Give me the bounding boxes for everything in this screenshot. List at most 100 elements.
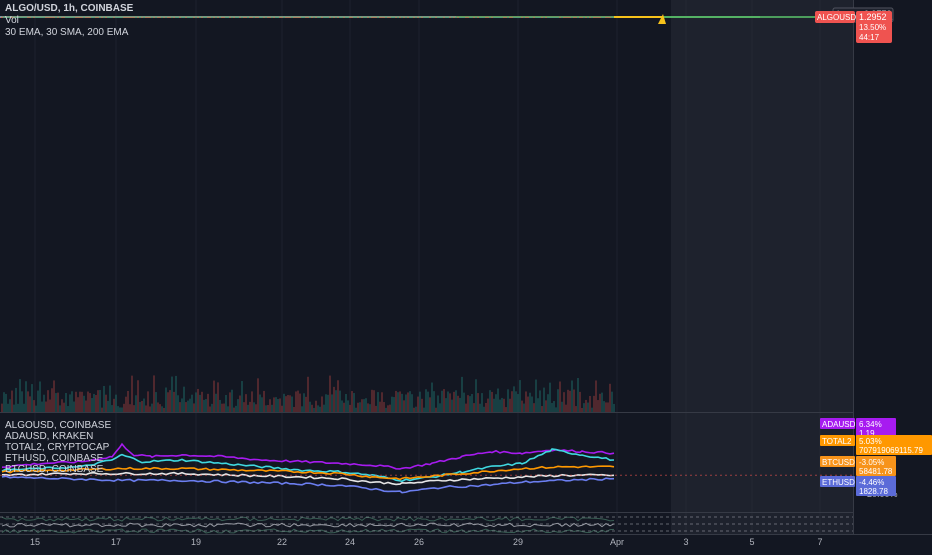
volume-bar	[369, 404, 371, 412]
volume-bar	[373, 390, 375, 412]
volume-bar	[417, 397, 419, 412]
volume-bar	[409, 391, 411, 412]
volume-bar	[91, 398, 93, 412]
volume-bar	[151, 404, 153, 412]
volume-bar	[353, 393, 355, 412]
volume-bar	[169, 390, 171, 412]
volume-bar	[171, 377, 173, 412]
volume-bar	[473, 403, 475, 412]
volume-bar	[317, 405, 319, 412]
volume-bar	[449, 393, 451, 412]
volume-bar	[451, 400, 453, 412]
volume-bar	[125, 397, 127, 412]
compare-tag-extra: 58481.78	[859, 467, 893, 476]
volume-bar	[237, 399, 239, 412]
volume-bar	[25, 381, 27, 412]
volume-bar	[77, 397, 79, 412]
volume-bar	[421, 399, 423, 412]
volume-bar	[251, 391, 253, 412]
volume-bar	[65, 393, 67, 412]
volume-bar	[15, 388, 17, 412]
volume-bar	[121, 407, 123, 412]
volume-bar	[29, 396, 31, 412]
volume-bar	[213, 381, 215, 412]
chart-symbol-title[interactable]: ALGO/USD, 1h, COINBASE	[5, 3, 133, 15]
volume-bar	[197, 389, 199, 412]
bar-countdown: 44:17	[859, 33, 880, 42]
volume-bar	[81, 392, 83, 412]
current-price-value: 1.2952	[859, 12, 887, 22]
volume-bar	[285, 396, 287, 412]
volume-bar	[101, 408, 103, 412]
volume-bar	[227, 406, 229, 412]
volume-bar	[187, 401, 189, 412]
time-axis-label: 15	[30, 537, 40, 547]
volume-bar	[459, 398, 461, 412]
volume-bar	[603, 401, 605, 412]
volume-bar	[589, 396, 591, 412]
volume-bar	[423, 408, 425, 412]
volume-bar	[441, 391, 443, 412]
volume-bar	[133, 405, 135, 412]
volume-bar	[137, 380, 139, 412]
volume-bar	[287, 395, 289, 412]
volume-bar	[21, 391, 23, 412]
indicators-label[interactable]: 30 EMA, 30 SMA, 200 EMA	[5, 27, 128, 39]
volume-bar	[145, 405, 147, 412]
volume-bar	[525, 391, 527, 412]
volume-bar	[321, 396, 323, 412]
volume-bar	[129, 404, 131, 412]
volume-bar	[59, 405, 61, 412]
volume-bar	[195, 392, 197, 412]
volume-bar	[267, 405, 269, 412]
volume-bar	[259, 394, 261, 412]
future-time-area	[671, 0, 853, 534]
volume-bar	[601, 393, 603, 412]
volume-bar	[513, 386, 515, 412]
volume-bar	[575, 406, 577, 412]
volume-bar	[393, 397, 395, 412]
volume-bar	[343, 403, 345, 412]
volume-bar	[381, 392, 383, 412]
volume-bar	[397, 392, 399, 412]
volume-bar	[439, 403, 441, 412]
volume-bar	[395, 391, 397, 412]
volume-bar	[175, 376, 177, 412]
volume-bar	[517, 394, 519, 412]
volume-bar	[143, 399, 145, 412]
volume-bar	[95, 395, 97, 412]
volume-bar	[481, 393, 483, 412]
volume-bar	[139, 402, 141, 412]
volume-bar	[219, 400, 221, 412]
volume-bar	[229, 392, 231, 412]
volume-bar	[177, 395, 179, 412]
compare-legend-btc[interactable]: BTCUSD, COINBASE	[5, 464, 103, 476]
volume-bar	[457, 396, 459, 412]
volume-bar	[127, 391, 129, 412]
volume-bar	[485, 403, 487, 412]
volume-bar	[17, 404, 19, 412]
volume-bar	[543, 388, 545, 412]
volume-bar	[523, 404, 525, 412]
time-axis-label: 24	[345, 537, 355, 547]
volume-bar	[491, 392, 493, 412]
volume-bar	[351, 391, 353, 412]
volume-bar	[49, 400, 51, 412]
volume-bar	[605, 402, 607, 412]
volume-bar	[325, 394, 327, 412]
volume-bar	[41, 402, 43, 412]
volume-bar	[45, 402, 47, 412]
volume-bar	[315, 401, 317, 412]
volume-label[interactable]: Vol	[5, 15, 19, 27]
volume-bar	[179, 402, 181, 412]
volume-bar	[563, 392, 565, 412]
volume-bar	[399, 391, 401, 412]
volume-bar	[433, 391, 435, 412]
volume-bar	[3, 392, 5, 412]
compare-tag-value: -4.46%	[859, 478, 884, 487]
volume-bar	[115, 395, 117, 412]
volume-bar	[249, 402, 251, 412]
time-axis-label: 17	[111, 537, 121, 547]
